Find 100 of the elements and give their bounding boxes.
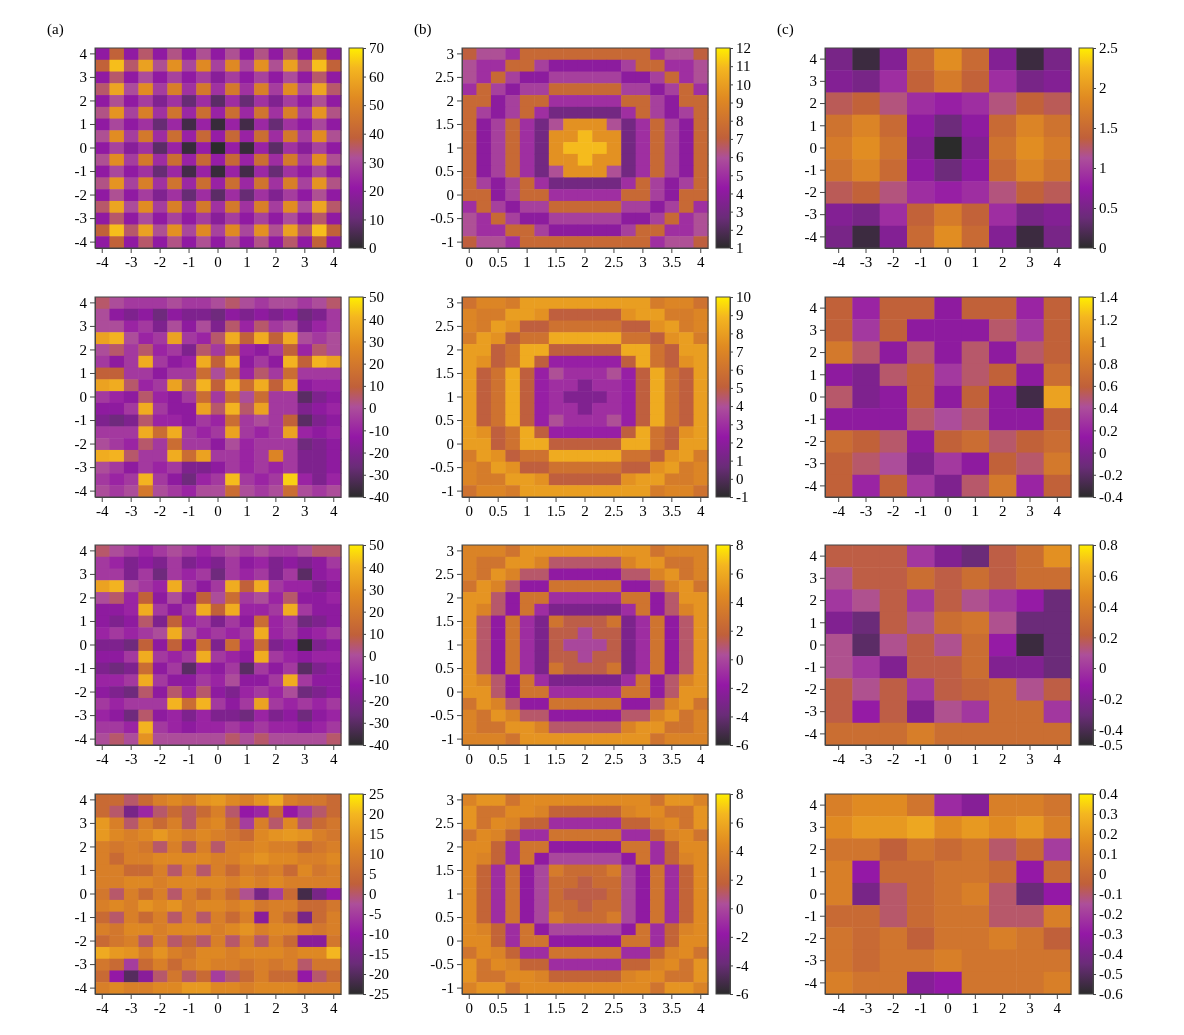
x-tick-label: 1 [523,502,531,519]
x-tick-label: 1.5 [546,999,566,1016]
x-tick-label: 0 [214,999,222,1016]
y-tick-label: 2.5 [435,815,454,832]
chart-title: (a) [47,21,64,38]
y-tick-label: 4 [79,294,88,311]
color-bar-label: 5 [736,380,744,397]
color-bar-label: 0 [1099,240,1107,257]
x-tick-label: 2 [581,502,589,519]
x-tick-label: 2.5 [604,999,624,1016]
x-tick-label: 1 [243,999,251,1016]
y-tick-label: 3 [446,45,454,62]
y-tick-label: -1 [804,162,817,179]
y-tick-label: 1 [809,863,817,880]
color-bar-label: 25 [369,786,384,803]
color-bar-label: 1.2 [1099,311,1118,328]
x-tick-label: 2 [581,253,589,270]
x-tick-label: -4 [832,253,846,270]
y-tick-label: 1 [446,388,454,405]
color-bar-label: 0.2 [1099,422,1118,439]
color-bar-label: 10 [369,211,384,228]
color-bar-label: 0.2 [1099,826,1118,843]
x-tick-label: 3 [301,999,309,1016]
x-tick-label: 3 [1026,750,1034,767]
color-bar-label: -30 [369,715,389,732]
x-tick-label: 3 [301,253,309,270]
y-tick-label: 2 [446,92,454,109]
color-bar-label: -0.4 [1099,489,1124,506]
x-tick-label: 2 [272,999,280,1016]
y-tick-label: 2 [446,341,454,358]
color-bar-label: 4 [736,398,744,415]
color-bar-label: -6 [736,737,749,754]
x-tick-label: -3 [124,502,138,519]
y-tick-label: 3 [446,791,454,808]
y-tick-label: -0.5 [430,459,454,476]
color-bar-label: 1.4 [1099,289,1119,306]
x-tick-label: -2 [153,750,167,767]
color-bar-label: -0.6 [1099,986,1124,1003]
x-tick-label: -4 [95,502,109,519]
x-tick-label: 4 [1053,253,1062,270]
color-bar-label: 0 [1099,660,1107,677]
y-tick-label: 2 [79,92,87,109]
y-tick-label: -4 [804,477,818,494]
color-bar-label: -6 [736,986,749,1003]
color-bar-label: -0.3 [1099,926,1123,943]
color-bar-label: 40 [369,311,384,328]
y-tick-label: 0 [446,435,454,452]
color-bar-label: -15 [369,946,389,963]
color-bar-label: 0.3 [1099,806,1118,823]
y-tick-label: 1 [446,139,454,156]
y-tick-label: 4 [809,299,818,316]
color-bar-label: 0.2 [1099,629,1118,646]
color-bar-label: 2 [1099,80,1107,97]
color-bar-label: 0 [369,886,377,903]
x-tick-label: 4 [330,253,339,270]
y-tick-label: -1 [804,908,817,925]
x-tick-label: 1 [523,999,531,1016]
color-bar-label: 40 [369,559,384,576]
color-bar-label: -0.5 [1099,737,1123,754]
x-tick-label: 3 [1026,253,1034,270]
color-bar-label: 20 [369,355,384,372]
y-tick-label: 4 [79,791,88,808]
color-bar-label: -10 [369,926,389,943]
x-tick-label: -2 [887,999,900,1016]
color-bar-label: -0.4 [1099,721,1124,738]
x-tick-label: 1 [243,253,251,270]
y-tick-label: 0 [79,885,87,902]
x-tick-label: 1 [971,253,980,270]
color-bar-label: -10 [369,670,389,687]
color-bar-label: 5 [369,866,377,883]
color-bar-label: 5 [736,167,744,184]
x-tick-label: 3.5 [662,253,682,270]
y-tick-label: -2 [74,186,87,203]
color-bar-label: 0.4 [1099,400,1119,417]
color-bar-label: 0 [369,400,377,417]
y-tick-label: -4 [804,974,818,991]
x-tick-label: 4 [1053,999,1062,1016]
color-bar-label: 0 [1099,444,1107,461]
x-tick-label: -4 [832,502,846,519]
color-bar-label: -20 [369,692,389,709]
y-tick-label: 3 [809,819,817,836]
x-tick-label: -3 [859,502,873,519]
y-tick-label: -2 [804,184,817,201]
x-tick-label: 2.5 [604,502,624,519]
color-bar-label: 12 [736,40,751,57]
y-tick-label: 4 [79,542,88,559]
color-bar-label: 2.5 [1099,40,1118,57]
x-tick-label: 2 [581,750,589,767]
y-tick-label: 3 [79,566,87,583]
x-tick-label: 0.5 [488,253,508,270]
color-bar-label: 50 [369,97,384,114]
color-bar-label: 0 [736,900,744,917]
y-tick-label: 0.5 [435,909,454,926]
color-bar-label: 10 [369,378,384,395]
x-tick-label: -3 [859,253,873,270]
color-bar-label: -20 [369,444,389,461]
color-bar-label: -5 [369,906,382,923]
x-tick-label: -2 [153,253,167,270]
y-tick-label: 2.5 [435,566,454,583]
y-tick-label: -0.5 [430,707,454,724]
